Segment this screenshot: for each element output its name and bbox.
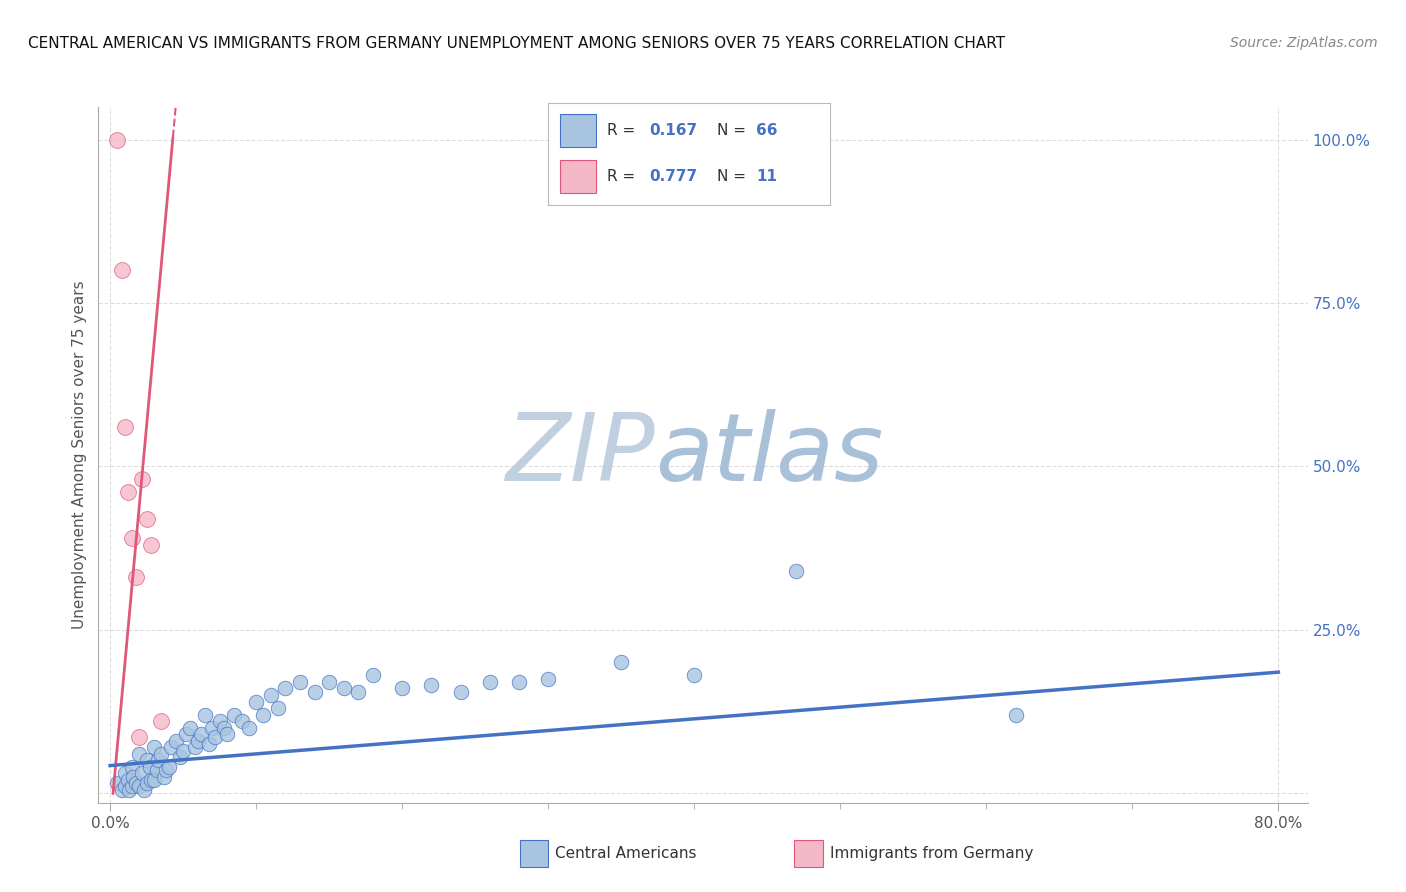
Point	[537, 672, 560, 686]
Point	[114, 420, 136, 434]
Point	[125, 570, 148, 584]
Point	[131, 766, 153, 780]
Text: Central Americans: Central Americans	[555, 847, 697, 861]
Point	[121, 760, 143, 774]
Point	[122, 770, 145, 784]
Point	[117, 772, 139, 787]
FancyBboxPatch shape	[560, 114, 596, 146]
Point	[683, 668, 706, 682]
Point	[212, 721, 235, 735]
Point	[160, 740, 183, 755]
Point	[391, 681, 413, 696]
Point	[121, 780, 143, 794]
Text: 0.167: 0.167	[650, 123, 697, 137]
Point	[135, 511, 157, 525]
Point	[150, 747, 173, 761]
Point	[194, 707, 217, 722]
Point	[142, 740, 165, 755]
Point	[118, 782, 141, 797]
Point	[347, 684, 370, 698]
Point	[138, 760, 160, 774]
Point	[165, 733, 187, 747]
Point	[288, 675, 311, 690]
Text: 0.777: 0.777	[650, 169, 697, 184]
Point	[135, 776, 157, 790]
Point	[184, 740, 207, 755]
Point	[172, 743, 194, 757]
Point	[224, 707, 246, 722]
Text: N =: N =	[717, 169, 751, 184]
Point	[153, 770, 176, 784]
Point	[238, 721, 260, 735]
Point	[125, 776, 148, 790]
Point	[1004, 707, 1026, 722]
Point	[215, 727, 238, 741]
Point	[508, 675, 530, 690]
Point	[304, 684, 326, 698]
Point	[361, 668, 384, 682]
Point	[478, 675, 501, 690]
Point	[132, 782, 155, 797]
Point	[274, 681, 297, 696]
Text: 11: 11	[756, 169, 778, 184]
Point	[128, 747, 150, 761]
Text: CENTRAL AMERICAN VS IMMIGRANTS FROM GERMANY UNEMPLOYMENT AMONG SENIORS OVER 75 Y: CENTRAL AMERICAN VS IMMIGRANTS FROM GERM…	[28, 36, 1005, 51]
Point	[174, 727, 197, 741]
Point	[252, 707, 274, 722]
Point	[139, 538, 162, 552]
Point	[450, 684, 472, 698]
Point	[139, 772, 162, 787]
Text: 66: 66	[756, 123, 778, 137]
Point	[114, 766, 136, 780]
Point	[142, 772, 165, 787]
Text: Source: ZipAtlas.com: Source: ZipAtlas.com	[1230, 36, 1378, 50]
Point	[128, 731, 150, 745]
Point	[169, 750, 191, 764]
Point	[135, 753, 157, 767]
Point	[128, 780, 150, 794]
Text: Immigrants from Germany: Immigrants from Germany	[830, 847, 1033, 861]
Point	[260, 688, 283, 702]
Point	[121, 531, 143, 545]
Point	[267, 701, 290, 715]
Point	[208, 714, 231, 728]
Point	[245, 694, 267, 708]
Point	[190, 727, 212, 741]
Point	[332, 681, 354, 696]
Text: R =: R =	[607, 123, 641, 137]
Point	[148, 753, 170, 767]
Text: ZIP: ZIP	[505, 409, 655, 500]
Point	[204, 731, 226, 745]
FancyBboxPatch shape	[560, 160, 596, 193]
Point	[318, 675, 340, 690]
Point	[231, 714, 253, 728]
Point	[150, 714, 173, 728]
Point	[420, 678, 443, 692]
Point	[111, 782, 134, 797]
Point	[107, 133, 129, 147]
Point	[179, 721, 201, 735]
Point	[111, 263, 134, 277]
Y-axis label: Unemployment Among Seniors over 75 years: Unemployment Among Seniors over 75 years	[72, 281, 87, 629]
Point	[201, 721, 224, 735]
Point	[117, 485, 139, 500]
Point	[785, 564, 807, 578]
Point	[610, 656, 633, 670]
Point	[114, 780, 136, 794]
Point	[157, 760, 180, 774]
Point	[187, 733, 209, 747]
Point	[155, 763, 177, 777]
Point	[107, 776, 129, 790]
Text: R =: R =	[607, 169, 641, 184]
Text: N =: N =	[717, 123, 751, 137]
Point	[146, 763, 169, 777]
Point	[131, 472, 153, 486]
Point	[198, 737, 221, 751]
Text: atlas: atlas	[655, 409, 883, 500]
